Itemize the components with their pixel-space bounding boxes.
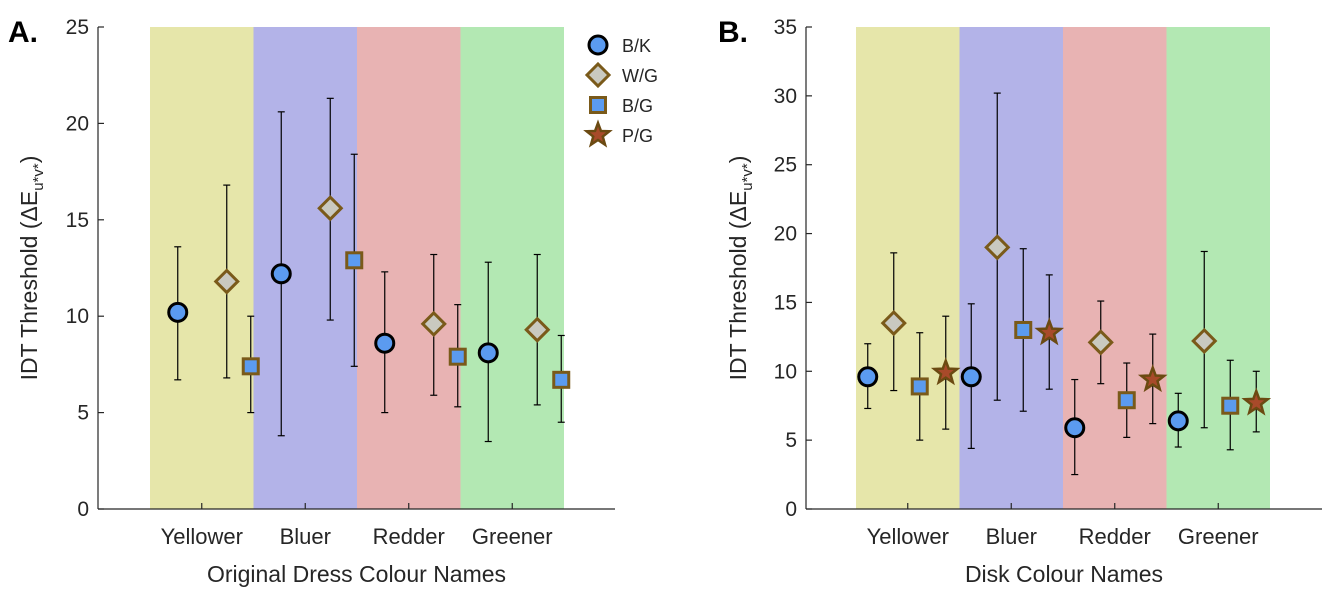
x-axis-title: Original Dress Colour Names (207, 561, 506, 587)
data-point-square (241, 357, 260, 376)
y-tick-label: 5 (785, 429, 797, 452)
series-b-g (910, 248, 1240, 451)
data-point-star (1137, 363, 1168, 393)
chart-panel-b: 0 5 10 15 20 25 30 35 Yellower Bluer Redder Greener… (718, 16, 1322, 587)
y-tick-label: 0 (785, 498, 797, 521)
y-tick-label: 30 (774, 85, 797, 108)
x-tick-label: Greener (472, 524, 553, 549)
legend-label: P/G (622, 126, 653, 146)
data-point-diamond (213, 268, 240, 295)
data-point-diamond (1191, 327, 1218, 355)
data-point-diamond (420, 310, 447, 338)
category-band (959, 27, 1063, 509)
y-tick-label: 25 (774, 154, 797, 177)
legend-label: B/G (622, 96, 653, 116)
data-point-square (448, 347, 467, 366)
legend-marker-square (589, 96, 607, 114)
y-tick-label: 20 (66, 112, 89, 135)
data-point-star (930, 357, 961, 386)
panel-label: B. (718, 16, 748, 49)
y-axis-title-main: IDT Threshold (ΔE (725, 191, 751, 381)
data-point-diamond (524, 316, 551, 343)
y-axis-title-close: ) (16, 156, 42, 164)
category-band (253, 27, 357, 509)
y-tick-label: 20 (774, 223, 797, 246)
data-point-circle (477, 342, 499, 364)
data-point-circle (167, 301, 189, 323)
y-axis-title-main: IDT Threshold (ΔE (16, 191, 42, 381)
category-band (460, 27, 564, 509)
data-point-square (1221, 396, 1240, 415)
data-point-circle (374, 332, 396, 354)
series-b-g (241, 153, 571, 423)
legend-marker-circle (587, 34, 609, 56)
data-point-diamond (880, 309, 907, 337)
series-w-g (213, 97, 551, 406)
data-point-star (1241, 387, 1272, 416)
y-axis-title-sub: u*v* (30, 163, 47, 191)
x-tick-label: Greener (1178, 524, 1259, 549)
data-point-diamond (1087, 329, 1114, 356)
legend: B/K W/G B/G P/G (583, 34, 658, 148)
y-tick-label: 15 (774, 291, 797, 314)
x-tick-label: Redder (1079, 524, 1151, 549)
y-tick-label: 15 (66, 209, 89, 232)
data-point-square (552, 370, 571, 389)
y-tick-label: 10 (66, 305, 89, 328)
series-b-k (167, 111, 499, 443)
series-p-g (930, 274, 1272, 433)
data-point-circle (857, 366, 879, 388)
data-point-square (1014, 320, 1033, 339)
y-tick-label: 0 (77, 498, 89, 521)
category-band (150, 27, 254, 509)
data-point-circle (960, 366, 982, 388)
x-tick-label: Bluer (986, 524, 1037, 549)
x-tick-label: Yellower (867, 524, 949, 549)
y-tick-label: 25 (66, 16, 89, 39)
category-band (1166, 27, 1270, 509)
data-point-diamond (984, 234, 1011, 261)
legend-marker-star (583, 119, 613, 148)
y-axis-title-close: ) (725, 156, 751, 164)
chart-panel-a: 0 5 10 15 20 25 Yellower Bluer Redder Greener Orig… (8, 16, 658, 587)
y-axis-title-sub: u*v* (739, 163, 756, 191)
legend-label: B/K (622, 36, 651, 56)
category-band (357, 27, 461, 509)
y-tick-label: 5 (77, 402, 89, 425)
data-point-square (910, 377, 929, 396)
series-b-k (857, 303, 1189, 476)
data-point-circle (1167, 410, 1189, 432)
y-axis-title: IDT Threshold (ΔEu*v*) (725, 156, 756, 381)
y-axis-title: IDT Threshold (ΔEu*v*) (16, 156, 47, 381)
x-axis-title: Disk Colour Names (965, 561, 1163, 587)
x-tick-label: Bluer (280, 524, 331, 549)
legend-marker-diamond (584, 61, 612, 89)
x-tick-label: Redder (373, 524, 445, 549)
data-point-circle (1064, 417, 1086, 439)
data-point-star (1034, 317, 1065, 346)
y-tick-label: 10 (774, 360, 797, 383)
series-w-g (880, 92, 1218, 429)
y-tick-label: 35 (774, 16, 797, 39)
data-point-diamond (317, 195, 344, 222)
x-tick-label: Yellower (161, 524, 243, 549)
data-point-square (1117, 391, 1136, 410)
panel-label: A. (8, 16, 38, 49)
category-band (856, 27, 960, 509)
data-point-square (345, 251, 364, 270)
data-point-circle (270, 263, 292, 285)
legend-label: W/G (622, 66, 658, 86)
